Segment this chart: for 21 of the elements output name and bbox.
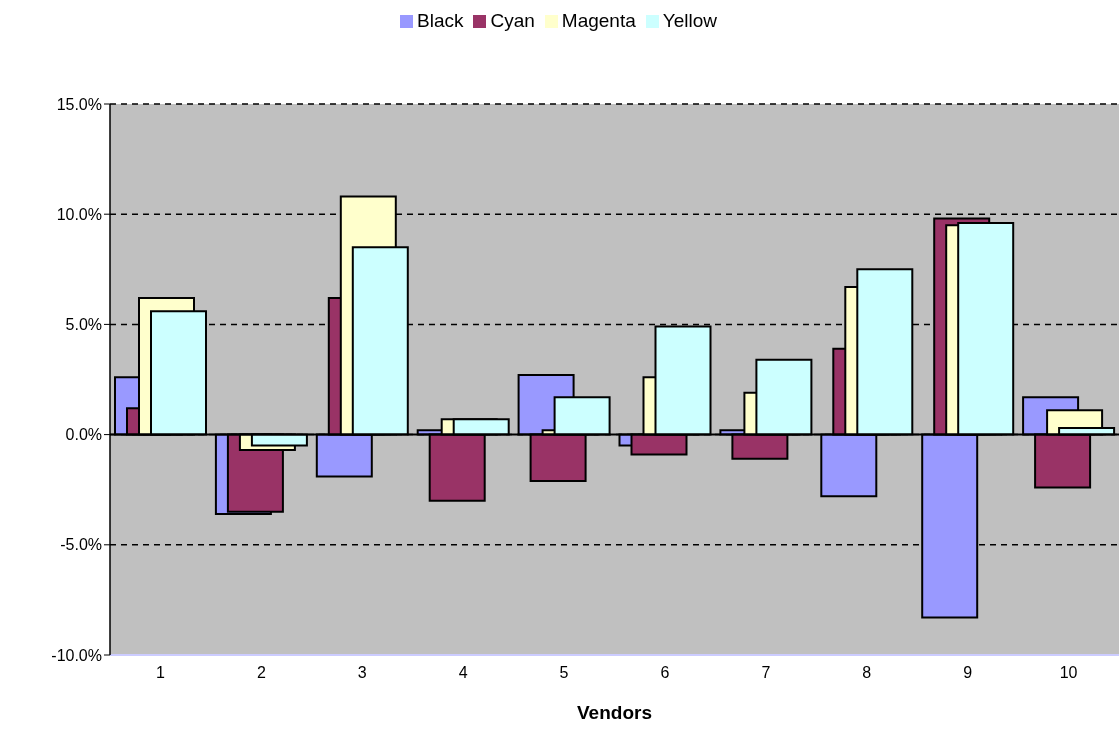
x-tick-label: 7 [761,664,771,682]
x-tick-label: 8 [862,664,872,682]
y-tick-label: -5.0% [60,536,102,554]
legend-label: Cyan [490,10,535,31]
legend-label: Yellow [662,10,717,31]
y-tick-label: 0.0% [65,426,102,444]
legend-label: Magenta [561,10,636,31]
x-tick-label: 5 [559,664,569,682]
x-tick-label: 10 [1059,664,1078,682]
y-tick-label: 10.0% [56,205,102,223]
x-tick-label: 2 [256,664,266,682]
x-tick-label: 6 [660,664,670,682]
y-tick-label: -10.0% [51,646,102,664]
x-tick-label: 4 [458,664,468,682]
x-tick-label: 1 [156,664,165,682]
y-tick-label: 5.0% [65,316,102,334]
x-tick-label: 3 [357,664,367,682]
x-tick-label: 9 [963,664,973,682]
x-axis-title: Vendors [577,702,652,723]
y-tick-label: 15.0% [56,95,102,113]
legend-label: Black [416,10,464,31]
